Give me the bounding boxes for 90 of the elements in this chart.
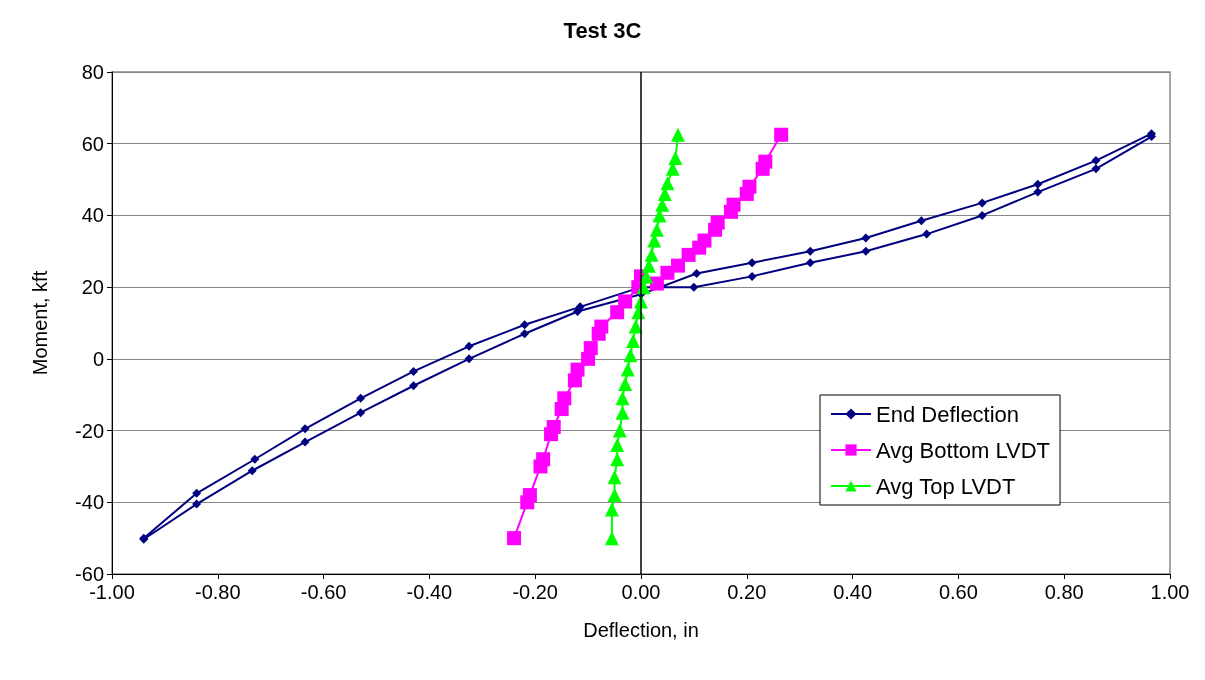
point [977,198,987,208]
point [192,488,202,498]
point [507,531,522,546]
point [916,216,926,226]
point [594,319,609,334]
point [356,393,366,403]
point [612,423,627,438]
point [697,233,712,248]
point [607,470,622,485]
point [546,419,561,434]
point [922,229,932,239]
point [758,154,773,169]
point [192,499,202,509]
point [409,381,419,391]
point [522,488,537,503]
point [610,452,625,467]
x-tick-label: 0.60 [938,581,978,603]
point [1033,179,1043,189]
x-tick-label: -0.60 [300,581,347,603]
point [247,466,257,476]
point [618,376,633,391]
point [805,246,815,256]
point [607,488,622,503]
point [660,176,675,191]
point [671,258,686,273]
point [536,452,551,467]
point [742,179,757,194]
point [604,531,619,546]
point [618,294,633,309]
chart-title: Test 3C [563,17,642,43]
x-tick-label: 0.40 [833,581,873,603]
x-tick-label: -0.40 [406,581,453,603]
point [409,366,419,376]
point [861,233,871,243]
point [623,348,638,363]
point [573,307,583,317]
point [977,210,987,220]
point [726,197,741,212]
point [1091,156,1101,166]
point [689,282,699,292]
legend-label: End Deflection [876,401,1020,427]
y-tick-label: 80 [81,61,104,83]
x-tick-label: 1.00 [1150,581,1190,603]
point [464,354,474,364]
point [692,269,702,279]
point [1033,187,1043,197]
point [300,437,310,447]
point [464,341,474,351]
x-tick-label: -0.20 [512,581,558,603]
y-tick-label: 60 [81,132,104,155]
point [644,247,659,262]
point [250,454,260,464]
point [649,222,664,237]
y-tick-label: 0 [92,347,104,370]
x-tick-label: 0.00 [621,581,661,603]
x-axis-title: Deflection, in [583,619,699,641]
y-tick-label: -20 [75,419,104,442]
point [610,305,625,320]
point [774,127,789,142]
point [615,405,630,420]
point [671,127,686,142]
point [583,341,598,356]
point [300,424,310,434]
point [628,319,643,334]
point [805,258,815,268]
point [747,258,757,268]
point [668,151,683,166]
point [861,246,871,256]
point [520,320,530,330]
x-tick-label: 0.20 [727,581,767,603]
legend-label: Avg Top LVDT [876,473,1016,499]
point [710,215,725,230]
point [626,333,641,348]
point [570,362,585,377]
point [356,408,366,418]
point [1091,164,1101,174]
y-tick-label: 40 [81,204,104,227]
point [604,502,619,517]
point [610,437,625,452]
legend-label: Avg Bottom LVDT [876,437,1051,463]
point [557,391,572,406]
x-tick-label: -0.80 [195,581,241,603]
point [615,391,630,406]
x-tick-label: 0.80 [1044,581,1084,603]
y-tick-label: -40 [75,491,104,514]
y-tick-label: 20 [81,276,104,299]
y-axis-title: Moment, kft [29,270,51,376]
point [620,362,635,377]
point [520,329,530,339]
point [747,271,757,281]
